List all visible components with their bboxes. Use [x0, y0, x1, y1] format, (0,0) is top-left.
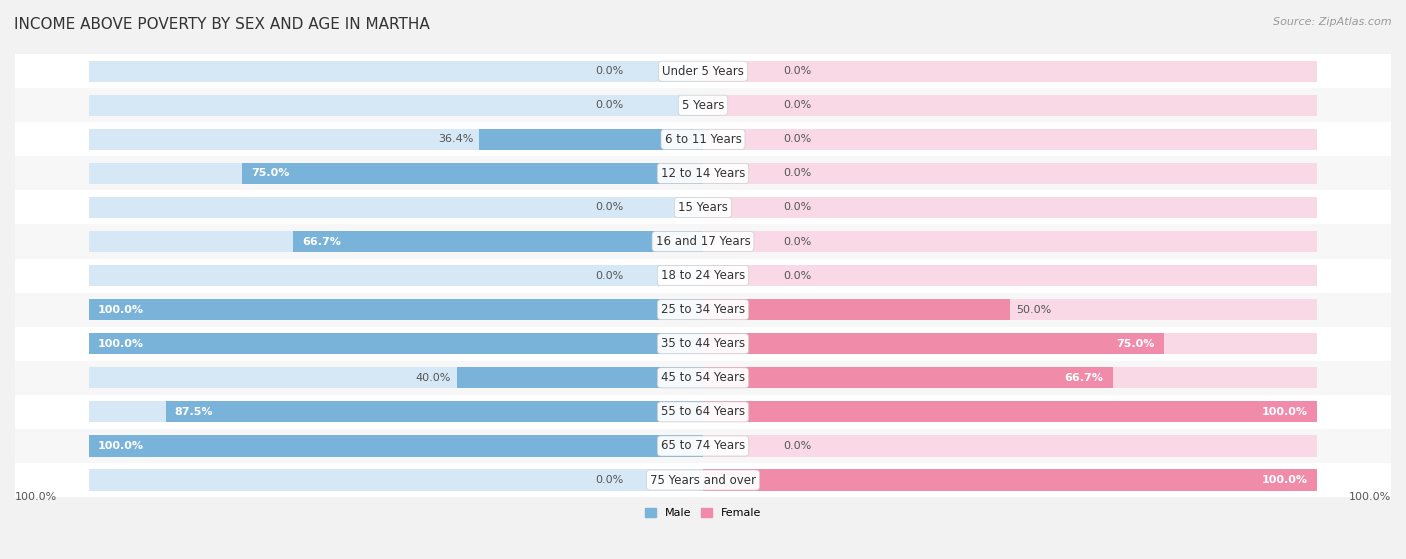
Bar [15, 259, 1391, 292]
Bar [89, 299, 703, 320]
Text: 6 to 11 Years: 6 to 11 Years [665, 133, 741, 146]
Bar [89, 367, 703, 389]
Text: 35 to 44 Years: 35 to 44 Years [661, 337, 745, 350]
Text: 0.0%: 0.0% [595, 271, 623, 281]
Bar [703, 129, 1317, 150]
Bar [89, 333, 703, 354]
Text: 100.0%: 100.0% [98, 305, 143, 315]
Bar [15, 463, 1391, 497]
Text: 75 Years and over: 75 Years and over [650, 473, 756, 486]
Bar [703, 367, 1112, 389]
Bar [15, 88, 1391, 122]
Text: 45 to 54 Years: 45 to 54 Years [661, 371, 745, 385]
Bar [89, 435, 703, 457]
Bar [703, 470, 1317, 491]
Text: 0.0%: 0.0% [595, 202, 623, 212]
Bar [703, 333, 1317, 354]
Text: 0.0%: 0.0% [783, 66, 811, 76]
Text: 36.4%: 36.4% [437, 134, 474, 144]
Bar [15, 292, 1391, 326]
Bar [89, 470, 703, 491]
Text: 66.7%: 66.7% [302, 236, 342, 247]
Bar [703, 333, 1164, 354]
Bar [15, 54, 1391, 88]
Text: 55 to 64 Years: 55 to 64 Years [661, 405, 745, 418]
Text: 40.0%: 40.0% [416, 373, 451, 383]
Bar [89, 265, 703, 286]
Bar [15, 429, 1391, 463]
Text: 25 to 34 Years: 25 to 34 Years [661, 303, 745, 316]
Bar [703, 401, 1317, 423]
Bar [457, 367, 703, 389]
Bar [89, 299, 703, 320]
Bar [703, 401, 1317, 423]
Text: 0.0%: 0.0% [783, 202, 811, 212]
Bar [703, 163, 1317, 184]
Bar [89, 163, 703, 184]
Text: 0.0%: 0.0% [783, 168, 811, 178]
Text: 65 to 74 Years: 65 to 74 Years [661, 439, 745, 452]
Bar [242, 163, 703, 184]
Text: 0.0%: 0.0% [595, 66, 623, 76]
Text: 5 Years: 5 Years [682, 99, 724, 112]
Bar [703, 60, 1317, 82]
Bar [294, 231, 703, 252]
Text: 100.0%: 100.0% [98, 339, 143, 349]
Bar [89, 197, 703, 218]
Text: 0.0%: 0.0% [783, 100, 811, 110]
Text: 50.0%: 50.0% [1017, 305, 1052, 315]
Bar [703, 299, 1317, 320]
Bar [89, 401, 703, 423]
Text: 100.0%: 100.0% [1348, 492, 1391, 502]
Text: 87.5%: 87.5% [174, 407, 214, 417]
Legend: Male, Female: Male, Female [641, 503, 765, 523]
Bar [703, 265, 1317, 286]
Bar [15, 191, 1391, 225]
Bar [703, 470, 1317, 491]
Bar [703, 231, 1317, 252]
Bar [89, 231, 703, 252]
Text: Under 5 Years: Under 5 Years [662, 65, 744, 78]
Bar [15, 122, 1391, 157]
Text: 16 and 17 Years: 16 and 17 Years [655, 235, 751, 248]
Text: 0.0%: 0.0% [783, 441, 811, 451]
Bar [89, 60, 703, 82]
Text: 100.0%: 100.0% [98, 441, 143, 451]
Bar [703, 299, 1010, 320]
Bar [15, 395, 1391, 429]
Bar [703, 94, 1317, 116]
Bar [703, 367, 1317, 389]
Text: 100.0%: 100.0% [1263, 475, 1308, 485]
Text: 100.0%: 100.0% [1263, 407, 1308, 417]
Text: 0.0%: 0.0% [783, 134, 811, 144]
Bar [15, 326, 1391, 361]
Text: Source: ZipAtlas.com: Source: ZipAtlas.com [1274, 17, 1392, 27]
Bar [15, 225, 1391, 259]
Bar [703, 435, 1317, 457]
Text: 0.0%: 0.0% [783, 236, 811, 247]
Text: 0.0%: 0.0% [595, 475, 623, 485]
Bar [89, 94, 703, 116]
Text: 0.0%: 0.0% [595, 100, 623, 110]
Text: 0.0%: 0.0% [783, 271, 811, 281]
Bar [166, 401, 703, 423]
Bar [479, 129, 703, 150]
Bar [89, 333, 703, 354]
Text: 75.0%: 75.0% [252, 168, 290, 178]
Bar [89, 435, 703, 457]
Bar [15, 361, 1391, 395]
Text: 12 to 14 Years: 12 to 14 Years [661, 167, 745, 180]
Bar [703, 197, 1317, 218]
Text: 18 to 24 Years: 18 to 24 Years [661, 269, 745, 282]
Text: 66.7%: 66.7% [1064, 373, 1104, 383]
Bar [15, 157, 1391, 191]
Text: 75.0%: 75.0% [1116, 339, 1154, 349]
Text: 15 Years: 15 Years [678, 201, 728, 214]
Text: 100.0%: 100.0% [15, 492, 58, 502]
Bar [89, 129, 703, 150]
Text: INCOME ABOVE POVERTY BY SEX AND AGE IN MARTHA: INCOME ABOVE POVERTY BY SEX AND AGE IN M… [14, 17, 430, 32]
